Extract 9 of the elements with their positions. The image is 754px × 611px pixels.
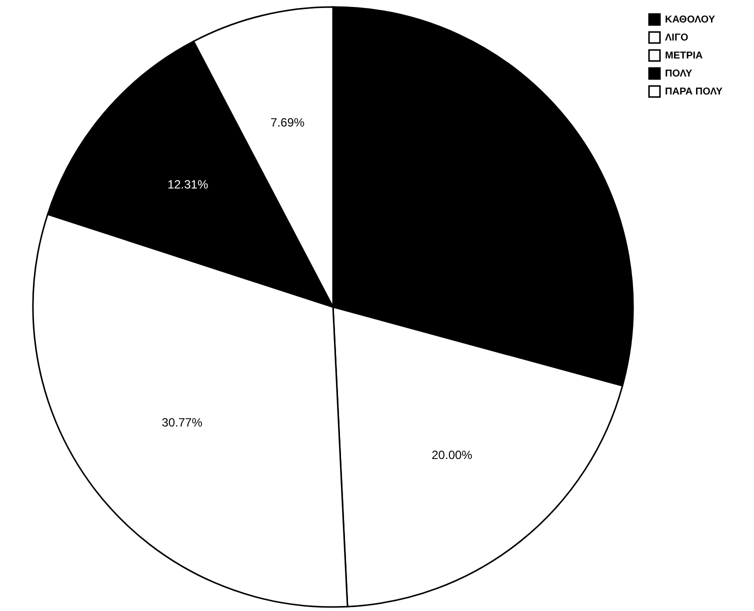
legend-label: ΛΙΓΟ bbox=[665, 32, 688, 44]
data-label: 12.31% bbox=[167, 177, 208, 192]
legend-label: ΜΕΤΡΙΑ bbox=[665, 50, 703, 62]
legend-label: ΠΟΛΥ bbox=[665, 68, 692, 80]
data-label: 7.69% bbox=[270, 116, 305, 130]
legend-label: ΠΑΡΑ ΠΟΛΥ bbox=[665, 86, 723, 98]
legend-label: ΚΑΘΟΛΟΥ bbox=[665, 14, 716, 26]
data-label: 30.77% bbox=[162, 415, 203, 430]
data-label: 20.00% bbox=[432, 448, 473, 462]
